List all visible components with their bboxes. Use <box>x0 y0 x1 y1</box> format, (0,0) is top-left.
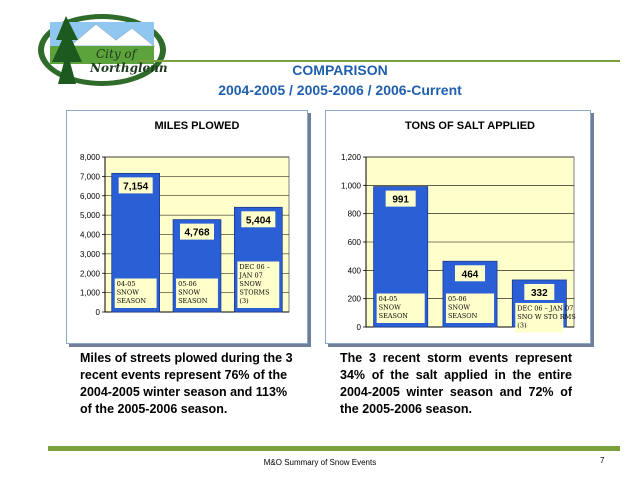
miles-plowed-chart: MILES PLOWED 0 1,000 2,000 3,000 4,000 5,000 6,… <box>80 120 290 317</box>
footer-text: M&O Summary of Snow Events <box>263 458 377 467</box>
category-label-box <box>237 261 280 308</box>
y-tick-label: 1,200 <box>341 153 362 162</box>
y-tick-label: 6,000 <box>80 192 101 201</box>
category-label-box <box>445 293 495 323</box>
y-tick-label: 1,000 <box>341 181 362 190</box>
data-label: 464 <box>462 269 479 280</box>
footer-rule <box>48 446 620 451</box>
category-label: 04-05 SNOW SEASON <box>117 280 147 305</box>
y-tick-label: 7,000 <box>80 172 101 181</box>
city-logo: City of Northglenn <box>36 10 176 90</box>
logo-line2: Northglenn <box>89 61 168 75</box>
data-label: 4,768 <box>184 228 209 239</box>
y-tick-label: 600 <box>348 238 362 247</box>
data-label-box <box>180 223 214 240</box>
miles-plowed-chart-panel: MILES PLOWED 0 1,000 2,000 3,000 4,000 5,000 6,… <box>66 110 308 344</box>
category-label-box <box>176 278 218 308</box>
y-tick-label: 4,000 <box>80 231 101 240</box>
data-label-box <box>455 265 485 282</box>
category-label: 04-05 SNOW SEASON <box>379 295 409 320</box>
chart-title: TONS OF SALT APPLIED <box>405 120 535 132</box>
miles-summary-text: Miles of streets plowed during the 3 rec… <box>80 351 293 416</box>
page-number: 7 <box>600 456 605 465</box>
category-label: 05-06 SNOW SEASON <box>448 295 478 320</box>
y-tick-label: 1,000 <box>80 289 101 298</box>
y-tick-label: 3,000 <box>80 250 101 259</box>
page-subtitle: 2004-2005 / 2005-2006 / 2006-Current <box>218 82 462 98</box>
data-label-box <box>118 177 153 194</box>
salt-summary-text: The 3 recent storm events represent 34% … <box>340 351 572 416</box>
data-label: 332 <box>531 288 548 299</box>
logo-line1: City of <box>96 47 139 61</box>
category-label-box <box>376 293 425 323</box>
category-label: 05-06 SNOW SEASON <box>178 280 208 305</box>
data-label: 5,404 <box>246 215 271 226</box>
category-label-box <box>515 302 564 333</box>
salt-applied-chart: TONS OF SALT APPLIED 0 200 400 600 800 1,000 1,… <box>341 120 576 333</box>
data-label-box <box>241 211 276 228</box>
category-label: DEC 06 – JAN 07 SNO W STO RMS (3) <box>517 304 575 329</box>
chart-title: MILES PLOWED <box>155 120 240 132</box>
data-label: 7,154 <box>123 181 148 192</box>
category-label-box <box>114 278 157 308</box>
salt-applied-chart-panel: TONS OF SALT APPLIED 0 200 400 600 800 1,000 1,… <box>325 110 591 344</box>
data-label-box <box>524 283 555 300</box>
header-rule <box>140 60 620 62</box>
y-tick-label: 800 <box>348 210 362 219</box>
y-tick-label: 400 <box>348 266 362 275</box>
data-label: 991 <box>392 195 409 206</box>
y-tick-label: 200 <box>348 295 362 304</box>
y-tick-label: 8,000 <box>80 153 101 162</box>
y-tick-label: 0 <box>357 323 362 332</box>
data-label-box <box>385 190 416 207</box>
page-title: COMPARISON <box>292 62 388 78</box>
category-label: DEC 06 – JAN 07 SNOW STORMS (3) <box>238 263 270 305</box>
y-tick-label: 2,000 <box>80 269 101 278</box>
y-tick-label: 0 <box>96 308 101 317</box>
y-tick-label: 5,000 <box>80 211 101 220</box>
